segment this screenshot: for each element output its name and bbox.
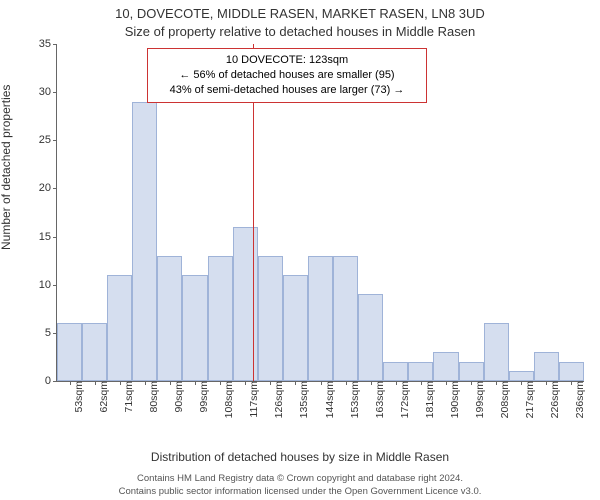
histogram-bar	[258, 256, 283, 381]
chart-title-subtitle: Size of property relative to detached ho…	[0, 24, 600, 39]
y-tick-mark	[53, 237, 57, 238]
x-tick-label: 53sqm	[67, 381, 85, 413]
chart-container: 10, DOVECOTE, MIDDLE RASEN, MARKET RASEN…	[0, 0, 600, 500]
x-tick-label: 62sqm	[92, 381, 110, 413]
x-tick-label: 226sqm	[543, 381, 561, 418]
x-tick-label: 163sqm	[368, 381, 386, 418]
histogram-bar	[534, 352, 559, 381]
histogram-bar	[383, 362, 408, 381]
callout-line-1: 10 DOVECOTE: 123sqm	[156, 53, 418, 68]
x-tick-label: 172sqm	[393, 381, 411, 418]
histogram-bar	[82, 323, 107, 381]
y-tick-mark	[53, 92, 57, 93]
chart-title-address: 10, DOVECOTE, MIDDLE RASEN, MARKET RASEN…	[0, 6, 600, 21]
y-tick-label: 25	[21, 134, 57, 146]
histogram-bar	[433, 352, 458, 381]
x-tick-label: 99sqm	[192, 381, 210, 413]
property-callout: 10 DOVECOTE: 123sqm← 56% of detached hou…	[147, 48, 427, 103]
histogram-bar	[459, 362, 484, 381]
x-tick-label: 208sqm	[493, 381, 511, 418]
x-tick-label: 236sqm	[568, 381, 586, 418]
y-tick-mark	[53, 188, 57, 189]
plot-area: 0510152025303553sqm62sqm71sqm80sqm90sqm9…	[56, 44, 584, 382]
y-tick-mark	[53, 140, 57, 141]
histogram-bar	[408, 362, 433, 381]
x-tick-label: 199sqm	[468, 381, 486, 418]
x-tick-label: 80sqm	[142, 381, 160, 413]
histogram-bar	[333, 256, 358, 381]
x-axis-label: Distribution of detached houses by size …	[0, 450, 600, 464]
x-tick-label: 117sqm	[242, 381, 260, 418]
x-tick-label: 90sqm	[167, 381, 185, 413]
footer-copyright-2: Contains public sector information licen…	[0, 486, 600, 497]
y-tick-label: 30	[21, 86, 57, 98]
histogram-bar	[358, 294, 383, 381]
y-axis-label: Number of detached properties	[0, 85, 13, 250]
x-tick-label: 181sqm	[418, 381, 436, 418]
histogram-bar	[208, 256, 233, 381]
y-tick-mark	[53, 381, 57, 382]
histogram-bar	[57, 323, 82, 381]
callout-line-3: 43% of semi-detached houses are larger (…	[156, 83, 418, 98]
histogram-bar	[157, 256, 182, 381]
callout-line-2: ← 56% of detached houses are smaller (95…	[156, 68, 418, 83]
y-tick-mark	[53, 285, 57, 286]
histogram-bar	[233, 227, 258, 381]
x-tick-label: 126sqm	[267, 381, 285, 418]
y-tick-label: 15	[21, 231, 57, 243]
y-tick-mark	[53, 333, 57, 334]
y-tick-label: 0	[21, 375, 57, 387]
x-tick-label: 135sqm	[292, 381, 310, 418]
x-tick-label: 190sqm	[443, 381, 461, 418]
histogram-bar	[107, 275, 132, 381]
footer-copyright-1: Contains HM Land Registry data © Crown c…	[0, 473, 600, 484]
x-tick-label: 217sqm	[518, 381, 536, 418]
y-tick-label: 5	[21, 327, 57, 339]
histogram-bar	[283, 275, 308, 381]
histogram-bar	[559, 362, 584, 381]
y-tick-label: 20	[21, 182, 57, 194]
x-tick-label: 108sqm	[217, 381, 235, 418]
histogram-bar	[484, 323, 509, 381]
x-tick-label: 153sqm	[343, 381, 361, 418]
histogram-bar	[308, 256, 333, 381]
histogram-bar	[132, 102, 157, 381]
y-tick-mark	[53, 44, 57, 45]
histogram-bar	[182, 275, 207, 381]
y-tick-label: 35	[21, 38, 57, 50]
histogram-bar	[509, 371, 534, 381]
y-tick-label: 10	[21, 279, 57, 291]
x-tick-label: 71sqm	[117, 381, 135, 413]
x-tick-label: 144sqm	[318, 381, 336, 418]
